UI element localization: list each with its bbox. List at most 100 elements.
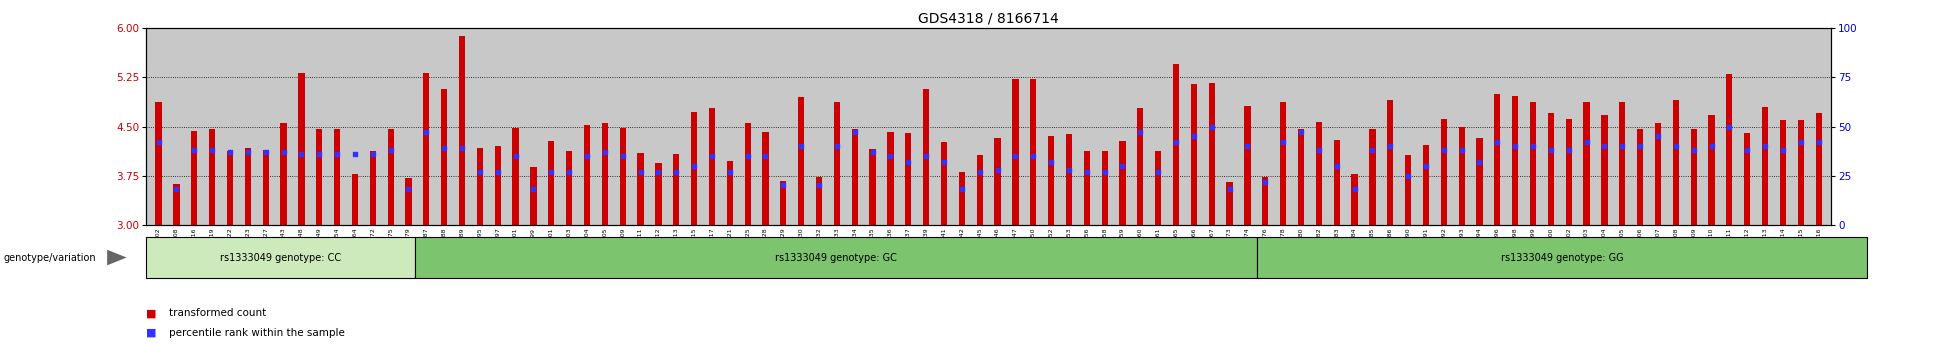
Bar (619, 128, 625, 225)
Bar (1708, 115, 1714, 225)
Point (929, 159, 960, 165)
Point (214, 149, 245, 155)
Bar (1190, 84, 1196, 225)
Bar (1066, 135, 1071, 225)
Bar (1208, 83, 1216, 225)
Bar (333, 129, 341, 225)
Point (1251, 179, 1282, 184)
Point (1607, 143, 1638, 149)
Bar (993, 138, 1001, 225)
Point (1106, 163, 1138, 169)
Point (536, 169, 567, 175)
Point (588, 149, 619, 155)
Point (446, 145, 477, 151)
Point (678, 163, 709, 169)
Bar (1459, 127, 1465, 225)
Bar (799, 97, 805, 225)
Bar (191, 131, 197, 225)
Bar (886, 132, 894, 225)
Bar (834, 102, 840, 225)
Bar (298, 73, 304, 225)
Point (999, 153, 1030, 159)
Point (269, 149, 300, 155)
Point (1590, 143, 1621, 149)
Point (695, 153, 727, 159)
Bar (1566, 119, 1572, 225)
Bar (1155, 152, 1161, 225)
Bar (1030, 79, 1036, 225)
Bar (316, 129, 321, 225)
Point (660, 169, 692, 175)
Point (982, 167, 1013, 173)
Point (1660, 143, 1691, 149)
Point (803, 183, 834, 188)
Point (1089, 169, 1120, 175)
Bar (816, 177, 822, 225)
Bar (263, 150, 269, 225)
Bar (1138, 108, 1143, 225)
Bar (674, 154, 680, 225)
Bar (1494, 94, 1500, 225)
Point (947, 187, 978, 192)
Point (1375, 143, 1406, 149)
Text: ■: ■ (146, 328, 156, 338)
Point (1677, 147, 1708, 153)
Bar (941, 142, 947, 225)
Point (1161, 139, 1192, 145)
Point (321, 151, 353, 157)
Point (429, 145, 460, 151)
Bar (226, 151, 234, 225)
Point (715, 169, 746, 175)
Point (553, 169, 584, 175)
Point (608, 153, 639, 159)
Point (1036, 159, 1068, 165)
Point (1749, 143, 1780, 149)
Point (1179, 133, 1210, 139)
Bar (1816, 113, 1821, 225)
Bar (423, 73, 429, 225)
Bar (1691, 129, 1697, 225)
Point (411, 130, 442, 135)
Bar (1619, 102, 1625, 225)
Bar (1780, 120, 1786, 225)
Bar (851, 129, 857, 225)
Bar (655, 162, 662, 225)
Bar (1245, 105, 1251, 225)
Bar (1477, 138, 1482, 225)
Bar (1549, 113, 1555, 225)
Point (964, 169, 995, 175)
Bar (1512, 96, 1517, 225)
Bar (1798, 120, 1804, 225)
Point (1124, 130, 1155, 135)
Point (732, 153, 764, 159)
Point (1732, 147, 1763, 153)
Point (501, 153, 532, 159)
Title: GDS4318 / 8166714: GDS4318 / 8166714 (918, 12, 1060, 26)
Bar (976, 155, 984, 225)
Bar (1761, 107, 1769, 225)
Point (376, 147, 407, 153)
Point (643, 169, 674, 175)
Bar (1636, 129, 1644, 225)
Bar (1101, 151, 1108, 225)
Point (1697, 143, 1728, 149)
Point (1286, 130, 1317, 135)
Bar (1173, 64, 1179, 225)
Point (1143, 169, 1175, 175)
Bar (1673, 101, 1679, 225)
Point (875, 153, 906, 159)
Point (286, 151, 318, 157)
Point (1482, 139, 1514, 145)
Point (232, 149, 263, 155)
Bar (156, 102, 162, 225)
Point (1500, 143, 1531, 149)
Bar (637, 153, 643, 225)
Point (1231, 143, 1262, 149)
Bar (1227, 182, 1233, 225)
Point (1358, 147, 1389, 153)
Bar (1422, 145, 1430, 225)
Point (1445, 147, 1477, 153)
Point (1784, 139, 1816, 145)
Bar (1315, 122, 1323, 225)
Point (249, 149, 281, 155)
